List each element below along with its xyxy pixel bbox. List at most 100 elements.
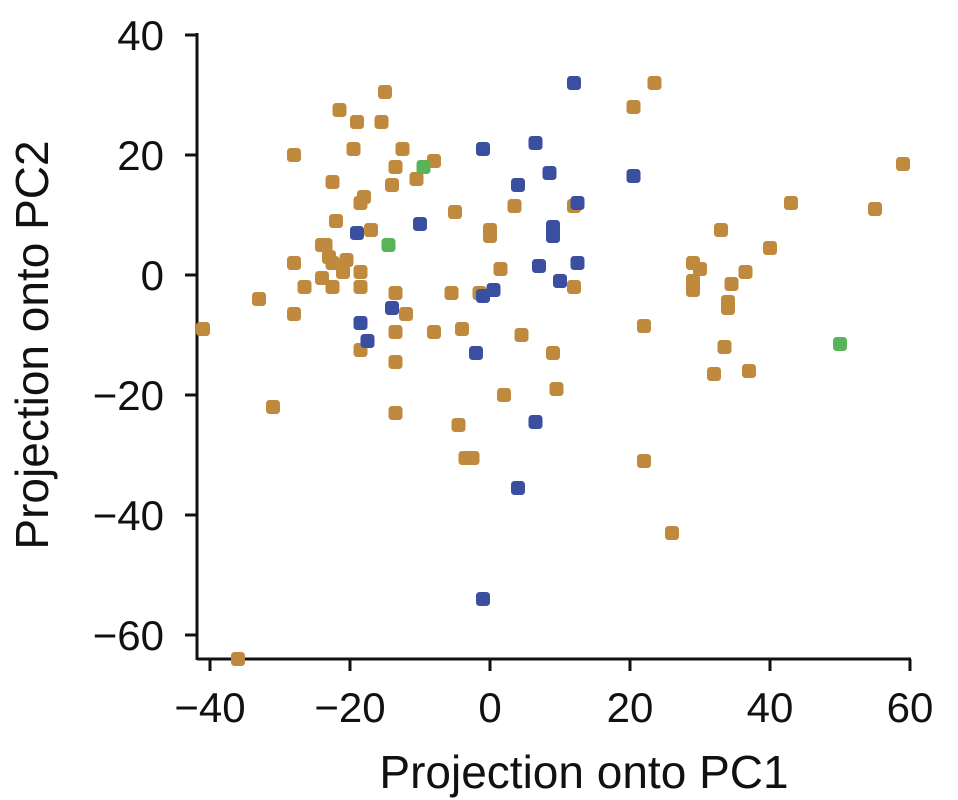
y-axis-title: Projection onto PC2 — [6, 140, 58, 549]
scatter-point-series-1 — [339, 253, 354, 267]
scatter-point-series-1 — [637, 454, 651, 468]
scatter-point-series-1 — [395, 142, 410, 156]
scatter-point-series-1 — [287, 307, 301, 321]
scatter-point-series-2 — [511, 481, 525, 495]
scatter-point-series-1 — [315, 271, 329, 285]
scatter-point-series-1 — [231, 652, 245, 666]
scatter-point-series-1 — [388, 160, 403, 174]
scatter-point-series-1 — [549, 382, 564, 396]
scatter-point-series-1 — [399, 307, 413, 321]
x-tick-label: 20 — [607, 684, 654, 731]
scatter-point-series-2 — [570, 196, 585, 210]
scatter-point-series-2 — [353, 316, 368, 330]
scatter-point-series-2 — [528, 415, 543, 429]
scatter-point-series-1 — [546, 346, 560, 360]
x-tick-label: 60 — [887, 684, 934, 731]
x-tick-label: −20 — [314, 684, 385, 731]
x-tick-label: 40 — [747, 684, 794, 731]
scatter-point-series-1 — [388, 355, 403, 369]
scatter-point-series-1 — [325, 175, 340, 189]
scatter-point-series-2 — [385, 301, 399, 315]
scatter-point-series-1 — [388, 325, 403, 339]
x-tick-label: 0 — [478, 684, 501, 731]
y-tick-label: 20 — [117, 132, 164, 179]
scatter-point-series-1 — [427, 325, 441, 339]
scatter-point-series-1 — [455, 322, 469, 336]
scatter-point-series-2 — [413, 217, 427, 231]
scatter-point-series-1 — [325, 280, 340, 294]
scatter-point-series-1 — [742, 364, 756, 378]
scatter-point-series-1 — [196, 322, 210, 336]
scatter-point-series-2 — [626, 169, 641, 183]
scatter-point-series-1 — [493, 262, 508, 276]
data-points — [196, 76, 910, 666]
scatter-point-series-1 — [721, 301, 735, 315]
scatter-point-series-1 — [357, 190, 371, 204]
scatter-point-series-1 — [714, 223, 728, 237]
scatter-point-series-1 — [637, 319, 651, 333]
scatter-point-series-1 — [329, 214, 343, 228]
scatter-point-series-2 — [567, 76, 581, 90]
y-tick-label: −40 — [93, 492, 164, 539]
scatter-point-series-2 — [532, 259, 546, 273]
y-tick-label: −60 — [93, 612, 164, 659]
scatter-point-series-1 — [693, 262, 707, 276]
scatter-point-series-1 — [364, 223, 378, 237]
scatter-point-series-1 — [465, 451, 480, 465]
scatter-point-series-3 — [833, 337, 847, 351]
scatter-point-series-1 — [763, 241, 777, 255]
scatter-point-series-1 — [266, 400, 280, 414]
scatter-point-series-1 — [686, 283, 700, 297]
y-tick-label: 40 — [117, 12, 164, 59]
y-tick-label: −20 — [93, 372, 164, 419]
scatter-point-series-1 — [287, 256, 301, 270]
scatter-point-series-2 — [476, 142, 490, 156]
scatter-point-series-1 — [483, 229, 497, 243]
scatter-point-series-1 — [332, 103, 347, 117]
scatter-point-series-2 — [469, 346, 483, 360]
scatter-point-series-2 — [360, 334, 375, 348]
scatter-point-series-1 — [325, 256, 340, 270]
scatter-point-series-1 — [626, 100, 641, 114]
scatter-point-series-1 — [318, 238, 333, 252]
scatter-point-series-1 — [336, 265, 350, 279]
scatter-point-series-1 — [409, 172, 424, 186]
scatter-point-series-2 — [476, 592, 490, 606]
scatter-point-series-1 — [378, 85, 392, 99]
scatter-point-series-2 — [486, 283, 501, 297]
scatter-point-series-1 — [717, 340, 732, 354]
scatter-point-series-1 — [374, 115, 389, 129]
scatter-point-series-1 — [896, 157, 910, 171]
scatter-point-series-1 — [252, 292, 266, 306]
scatter-point-series-1 — [287, 148, 301, 162]
scatter-point-series-1 — [350, 115, 364, 129]
scatter-point-series-1 — [514, 328, 529, 342]
scatter-point-series-2 — [570, 256, 585, 270]
scatter-point-series-1 — [388, 286, 403, 300]
scatter-point-series-1 — [647, 76, 662, 90]
scatter-point-series-1 — [497, 388, 511, 402]
scatter-point-series-1 — [297, 280, 312, 294]
scatter-point-series-1 — [353, 280, 368, 294]
scatter-point-series-1 — [388, 406, 403, 420]
scatter-point-series-2 — [546, 229, 560, 243]
scatter-point-series-1 — [665, 526, 679, 540]
axes — [195, 33, 911, 661]
scatter-point-series-3 — [381, 238, 396, 252]
scatter-point-series-1 — [507, 199, 522, 213]
scatter-point-series-1 — [738, 265, 753, 279]
scatter-point-series-1 — [567, 280, 581, 294]
x-axis-title: Projection onto PC1 — [379, 746, 788, 798]
scatter-point-series-1 — [868, 202, 882, 216]
scatter-point-series-1 — [724, 277, 739, 291]
y-tick-label: 0 — [141, 252, 164, 299]
scatter-point-series-2 — [350, 226, 364, 240]
scatter-point-series-2 — [553, 274, 567, 288]
scatter-point-series-1 — [346, 142, 361, 156]
scatter-point-series-1 — [451, 418, 466, 432]
scatter-point-series-1 — [353, 265, 368, 279]
scatter-point-series-1 — [784, 196, 798, 210]
scatter-point-series-1 — [448, 205, 462, 219]
